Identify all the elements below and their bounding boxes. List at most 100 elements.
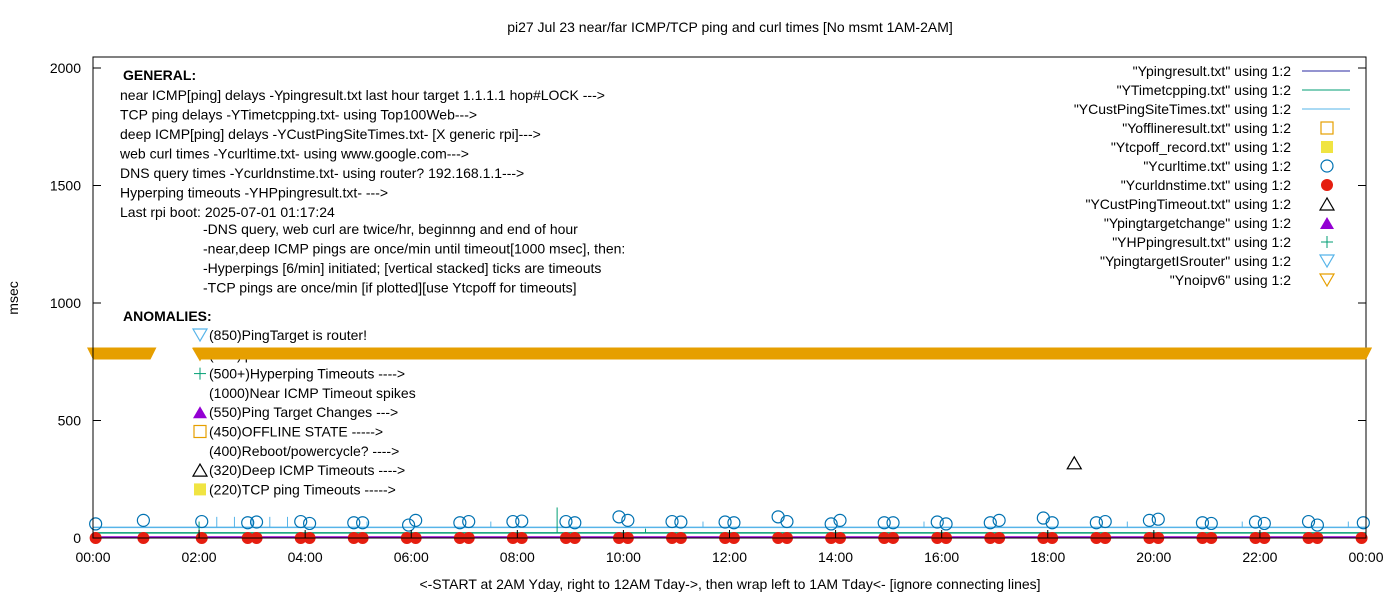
legend: "Ypingresult.txt" using 1:2 "YTimetcpping…	[1074, 63, 1350, 288]
note-line: -TCP pings are once/min [if plotted][use…	[203, 280, 577, 296]
ycurltime-point	[462, 514, 476, 529]
ynoipv6-band	[87, 347, 157, 360]
ycurltime-point	[1204, 516, 1218, 531]
chart-title: pi27 Jul 23 near/far ICMP/TCP ping and c…	[507, 19, 953, 35]
legend-label: "Ypingtargetchange" using 1:2	[1104, 215, 1291, 231]
ycurltime-point	[665, 514, 679, 529]
ycurltime-point	[294, 514, 308, 529]
ycurltime-point	[992, 513, 1006, 527]
ycurltime-point	[1098, 514, 1112, 529]
note-line: -DNS query, web curl are twice/hr, begin…	[203, 221, 578, 237]
ycurltime-point	[833, 513, 847, 527]
legend-label: "YHPpingresult.txt" using 1:2	[1112, 234, 1291, 250]
legend-label: "YCustPingSiteTimes.txt" using 1:2	[1074, 101, 1291, 117]
ycurltime-point	[939, 517, 953, 531]
ycurltime-point	[1310, 518, 1324, 532]
ycurltime-point	[718, 515, 732, 529]
anomaly-text: (450)OFFLINE STATE ----->	[209, 424, 383, 440]
legend-label: "Ycurltime.txt" using 1:2	[1143, 158, 1291, 174]
legend-marker	[1318, 254, 1336, 269]
x-tick-label: 06:00	[394, 549, 429, 565]
x-tick-label: 14:00	[818, 549, 853, 565]
ycurltime-point	[136, 513, 150, 527]
ycurltime-point	[886, 516, 900, 530]
ycurltime-point	[1248, 515, 1263, 529]
annotations: GENERAL: near ICMP[ping] delays -Ypingres…	[119, 67, 625, 497]
y-tick-label: 0	[73, 530, 81, 546]
x-tick-label: 00:00	[75, 549, 110, 565]
legend-marker	[1320, 159, 1334, 173]
y-tick-label: 2000	[50, 60, 81, 76]
legend-marker	[1318, 196, 1336, 211]
ycurltime-point	[1356, 516, 1370, 530]
legend-marker	[1320, 217, 1334, 229]
ycurltime-point	[89, 517, 103, 531]
legend-label: "YpingtargetISrouter" using 1:2	[1100, 253, 1291, 269]
x-tick-label: 00:00	[1348, 549, 1383, 565]
ycurltime-point	[612, 510, 626, 524]
legend-marker	[1321, 141, 1333, 153]
ynoipv6-band-overlay	[193, 347, 1372, 360]
ycurltime-point	[347, 516, 361, 530]
anomaly-marker	[191, 328, 209, 343]
ycurltime-point	[1089, 516, 1103, 530]
legend-marker	[1321, 179, 1333, 191]
ycurltime-point	[1301, 514, 1316, 529]
ycurltime-point	[241, 516, 255, 530]
anomalies-heading: ANOMALIES:	[123, 308, 212, 324]
ycurltime-point	[1142, 513, 1157, 527]
ycurltime-point	[621, 513, 635, 527]
x-tick-label: 10:00	[606, 549, 641, 565]
ycurltime-point	[771, 510, 785, 524]
x-tick-label: 02:00	[182, 549, 217, 565]
legend-marker	[1320, 121, 1334, 135]
anomaly-marker	[194, 367, 206, 380]
anomaly-text: (220)TCP ping Timeouts ----->	[209, 481, 396, 497]
x-tick-label: 22:00	[1242, 549, 1277, 565]
plot-border	[92, 56, 1367, 539]
legend-label: "Ynoipv6" using 1:2	[1170, 272, 1291, 288]
ycurltime-point	[356, 516, 370, 530]
general-line: Hyperping timeouts -YHPpingresult.txt- -…	[120, 185, 388, 201]
x-tick-label: 20:00	[1136, 549, 1171, 565]
general-line: DNS query times -Ycurldnstime.txt- using…	[120, 165, 524, 181]
x-axis-label: <-START at 2AM Yday, right to 12AM Tday-…	[419, 576, 1040, 592]
ycurltime-point	[401, 518, 416, 532]
ycurltime-point	[930, 515, 944, 529]
anomaly-text: (550)Ping Target Changes --->	[209, 404, 398, 420]
ycurltime-point	[1036, 511, 1050, 525]
note-line: -near,deep ICMP pings are once/min until…	[203, 241, 625, 257]
ycurltime-point	[1195, 516, 1210, 530]
x-tick-label: 16:00	[924, 549, 959, 565]
ycurltime-point	[674, 515, 688, 529]
y-tick-label: 1000	[50, 295, 81, 311]
anomaly-text: (1000)Near ICMP Timeout spikes	[209, 385, 416, 401]
legend-label: "Ypingresult.txt" using 1:2	[1133, 63, 1292, 79]
x-tick-label: 12:00	[712, 549, 747, 565]
anomaly-marker	[191, 462, 209, 477]
ycurltime-point	[780, 514, 794, 529]
ycurltime-point	[727, 516, 741, 530]
y-tick-label: 1500	[50, 178, 81, 194]
legend-label: "Ycurldnstime.txt" using 1:2	[1121, 177, 1291, 193]
ycurltime-point	[1151, 512, 1165, 526]
ycurltime-point	[249, 515, 264, 529]
general-line: web curl times -Ycurltime.txt- using www…	[119, 146, 469, 162]
ycurltime-point	[515, 514, 529, 528]
legend-label: "YTimetcpping.txt" using 1:2	[1117, 82, 1292, 98]
general-line: deep ICMP[ping] delays -YCustPingSiteTim…	[120, 126, 541, 142]
legend-label: "YCustPingTimeout.txt" using 1:2	[1085, 196, 1291, 212]
ycurltime-point	[302, 516, 317, 531]
legend-marker	[1318, 273, 1336, 288]
x-tick-label: 18:00	[1030, 549, 1065, 565]
ycurltime-point	[983, 516, 997, 530]
general-heading: GENERAL:	[123, 67, 196, 83]
general-line: TCP ping delays -YTimetcpping.txt- using…	[120, 107, 477, 123]
anomaly-marker	[193, 424, 207, 439]
x-tick-label: 04:00	[288, 549, 323, 565]
y-tick-label: 500	[58, 413, 82, 429]
y-axis-label: msec	[5, 281, 21, 314]
ycurltime-point	[453, 516, 467, 530]
anomaly-marker	[193, 406, 207, 419]
